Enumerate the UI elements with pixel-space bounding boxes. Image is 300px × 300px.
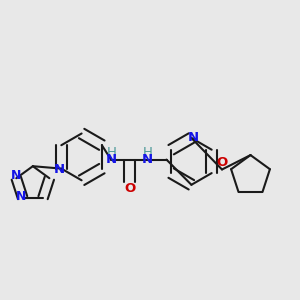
Text: N: N (53, 163, 64, 176)
Text: N: N (11, 169, 22, 182)
Text: O: O (124, 182, 135, 195)
Text: H: H (107, 146, 116, 160)
Text: N: N (187, 131, 199, 144)
Text: N: N (141, 153, 153, 166)
Text: H: H (143, 146, 152, 160)
Text: N: N (16, 190, 26, 203)
Text: O: O (216, 156, 228, 170)
Text: N: N (105, 153, 117, 166)
